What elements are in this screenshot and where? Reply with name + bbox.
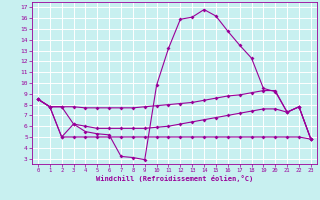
X-axis label: Windchill (Refroidissement éolien,°C): Windchill (Refroidissement éolien,°C) <box>96 175 253 182</box>
